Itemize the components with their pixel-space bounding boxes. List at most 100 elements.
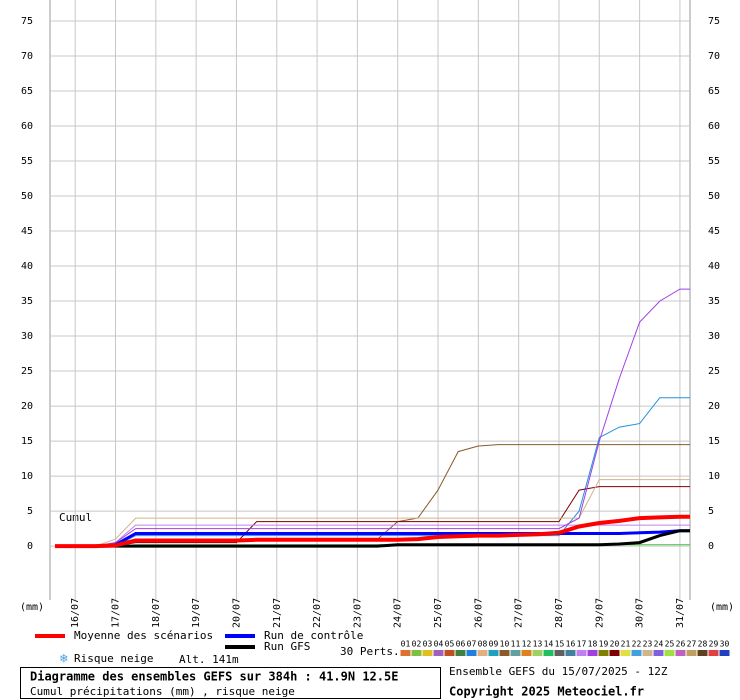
x-tick-label: 31/07 — [675, 598, 686, 628]
perturbation-swatch — [422, 650, 433, 656]
perturbation-name: 25 — [665, 640, 675, 649]
perturbation-name: 18 — [588, 640, 598, 649]
perturbation-name: 22 — [632, 640, 642, 649]
y-tick-label: 65 — [21, 86, 33, 97]
perturbation-swatch — [620, 650, 631, 656]
y-tick-label: 25 — [21, 366, 33, 377]
perturbation-swatch — [554, 650, 565, 656]
x-tick-label: 28/07 — [554, 598, 565, 628]
x-tick-label: 22/07 — [312, 598, 323, 628]
y-tick-label: 10 — [21, 471, 33, 482]
y-tick-label: 75 — [21, 16, 33, 27]
x-tick-label: 30/07 — [635, 598, 646, 628]
perturbation-name: 11 — [511, 640, 521, 649]
series-line — [55, 529, 690, 548]
y-tick-label-right: 10 — [708, 471, 720, 482]
perturbation-name: 12 — [522, 640, 532, 649]
run-info: Ensemble GEFS du 15/07/2025 - 12Z — [449, 665, 668, 678]
perturbation-swatch — [411, 650, 422, 656]
perturbation-line — [55, 397, 690, 547]
y-tick-label-right: 70 — [708, 51, 720, 62]
perturbation-name: 07 — [467, 640, 477, 649]
perturbation-name: 06 — [456, 640, 466, 649]
perturbation-swatch — [664, 650, 675, 656]
perturbation-swatch — [499, 650, 510, 656]
perturbation-swatch — [455, 650, 466, 656]
x-tick-label: 27/07 — [514, 598, 525, 628]
x-tick-label: 19/07 — [191, 598, 202, 628]
x-tick-label: 17/07 — [111, 598, 122, 628]
y-tick-label-right: 45 — [708, 226, 720, 237]
perturbation-swatch — [532, 650, 543, 656]
perturbation-name: 10 — [500, 640, 510, 649]
perturbation-name: 13 — [533, 640, 543, 649]
x-tick-label: 23/07 — [352, 598, 363, 628]
chart-title: Diagramme des ensembles GEFS sur 384h : … — [30, 670, 398, 684]
perturbation-swatch — [521, 650, 532, 656]
perturbation-name: 17 — [577, 640, 587, 649]
y-tick-label-right: 60 — [708, 121, 720, 132]
x-tick-label: 18/07 — [151, 598, 162, 628]
perturbation-swatch — [444, 650, 455, 656]
x-tick-label: 26/07 — [473, 598, 484, 628]
x-tick-label: 16/07 — [70, 598, 81, 628]
perturbation-swatch — [433, 650, 444, 656]
y-tick-label-right: 30 — [708, 331, 720, 342]
y-tick-label-right: 15 — [708, 436, 720, 447]
perturbation-name: 21 — [621, 640, 631, 649]
x-tick-label: 29/07 — [594, 598, 605, 628]
y-tick-label: 20 — [21, 401, 33, 412]
perturbation-swatch — [609, 650, 620, 656]
perturbation-swatch — [631, 650, 642, 656]
perturbation-name: 27 — [687, 640, 697, 649]
legend-label: Run GFS — [264, 640, 310, 653]
perturbation-name: 01 — [401, 640, 411, 649]
snow-icon: ❄ — [59, 652, 68, 667]
perturbation-swatch — [653, 650, 664, 656]
perturbation-name: 08 — [478, 640, 488, 649]
y-tick-label-right: 65 — [708, 86, 720, 97]
x-tick-label: 25/07 — [433, 598, 444, 628]
y-tick-label-right: 35 — [708, 296, 720, 307]
y-tick-label-right: 75 — [708, 16, 720, 27]
y-tick-label-right: 0 — [708, 541, 714, 552]
perturbation-line — [55, 486, 690, 547]
y-tick-label: 60 — [21, 121, 33, 132]
y-tick-label: 35 — [21, 296, 33, 307]
altitude: Alt. 141m — [179, 653, 239, 666]
y-tick-label: 30 — [21, 331, 33, 342]
perturbation-name: 05 — [445, 640, 455, 649]
perturbation-swatch — [576, 650, 587, 656]
y-tick-label-right: 25 — [708, 366, 720, 377]
perturbation-swatch — [708, 650, 719, 656]
perturbation-swatch — [686, 650, 697, 656]
y-tick-label-right: 40 — [708, 261, 720, 272]
y-unit-right: (mm) — [710, 602, 734, 613]
perturbation-name: 24 — [654, 640, 664, 649]
y-unit: (mm) — [20, 602, 44, 613]
y-tick-label: 40 — [21, 261, 33, 272]
perturbation-name: 03 — [423, 640, 433, 649]
perturbation-name: 15 — [555, 640, 565, 649]
perturbation-name: 29 — [709, 640, 719, 649]
series-line — [55, 514, 690, 549]
y-tick-label: 55 — [21, 156, 33, 167]
perturbation-swatch — [587, 650, 598, 656]
perturbation-swatch — [510, 650, 521, 656]
perturbation-swatch — [565, 650, 576, 656]
x-tick-label: 20/07 — [231, 598, 242, 628]
perturbation-name: 14 — [544, 640, 554, 649]
perturbation-name: 09 — [489, 640, 499, 649]
perturbation-name: 20 — [610, 640, 620, 649]
perturbation-swatch — [598, 650, 609, 656]
y-tick-label: 50 — [21, 191, 33, 202]
perturbation-swatch — [543, 650, 554, 656]
perturbation-name: 19 — [599, 640, 609, 649]
perturbation-name: 30 — [720, 640, 730, 649]
perturbation-swatch — [488, 650, 499, 656]
snow-label: Risque neige — [74, 652, 153, 665]
x-tick-label: 24/07 — [393, 598, 404, 628]
perturbation-name: 23 — [643, 640, 653, 649]
